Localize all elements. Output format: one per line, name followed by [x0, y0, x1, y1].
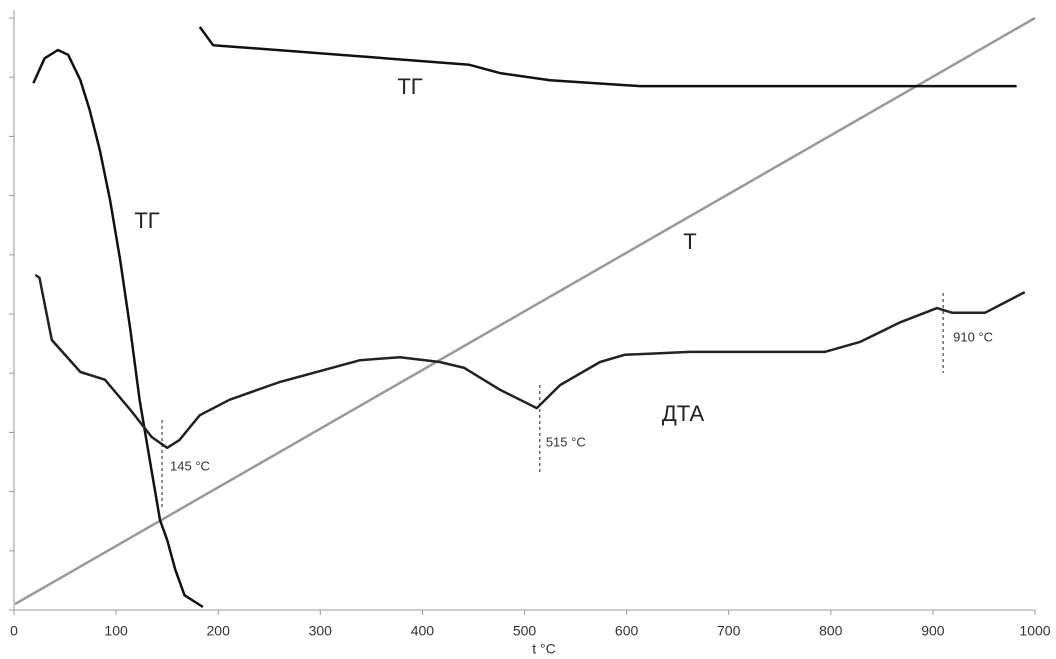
x-tick-label: 100: [104, 623, 128, 639]
marker-label: 515 °C: [546, 434, 586, 449]
x-tick-label: 700: [717, 623, 741, 639]
x-tick-label: 400: [411, 623, 435, 639]
x-tick-label: 300: [309, 623, 333, 639]
x-tick-label: 600: [615, 623, 639, 639]
series-line: [198, 26, 1017, 88]
series-label: ТГ: [397, 74, 422, 99]
series-label: ДТА: [662, 401, 705, 426]
series-line: [32, 48, 204, 609]
series-label: ТГ: [134, 208, 159, 233]
x-tick-label: 200: [207, 623, 231, 639]
series-line: [34, 273, 1026, 450]
marker-label: 910 °C: [953, 329, 993, 344]
x-tick-label: 0: [10, 623, 18, 639]
marker-label: 145 °C: [170, 458, 210, 473]
series-label: Т: [683, 229, 696, 254]
series-line: [14, 16, 1036, 606]
x-tick-label: 500: [513, 623, 537, 639]
x-axis-label: t °C: [532, 641, 556, 657]
x-tick-label: 1000: [1019, 623, 1050, 639]
x-tick-label: 900: [921, 623, 945, 639]
x-tick-label: 800: [819, 623, 843, 639]
